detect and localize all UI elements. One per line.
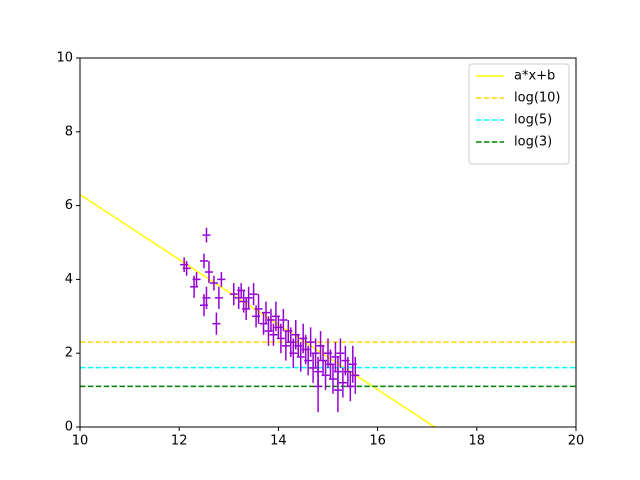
- plot-area: [80, 193, 576, 427]
- legend-label: log(5): [514, 113, 552, 128]
- legend: a*x+b log(10) log(5) log(3): [468, 63, 570, 165]
- x-tick-label: 18: [469, 434, 486, 449]
- legend-label: a*x+b: [514, 69, 555, 84]
- axes-frame: [79, 57, 577, 428]
- legend-label: log(10): [514, 91, 561, 106]
- axes: 10 12 14 16 18 20 0 2 4 6 8 10: [56, 51, 584, 449]
- y-tick-label: 4: [65, 272, 73, 287]
- x-tick-label: 20: [568, 434, 585, 449]
- y-tick-label: 6: [65, 198, 73, 213]
- legend-label: log(3): [514, 135, 552, 150]
- y-tick-label: 0: [65, 420, 73, 435]
- y-tick-label: 8: [65, 124, 73, 139]
- legend-box: [468, 63, 570, 165]
- x-tick-label: 12: [171, 434, 188, 449]
- y-tick-label: 2: [65, 346, 73, 361]
- y-tick-label: 10: [56, 51, 73, 66]
- x-tick-label: 16: [369, 434, 386, 449]
- x-tick-label: 10: [72, 434, 89, 449]
- line: [80, 193, 436, 427]
- x-tick-label: 14: [270, 434, 287, 449]
